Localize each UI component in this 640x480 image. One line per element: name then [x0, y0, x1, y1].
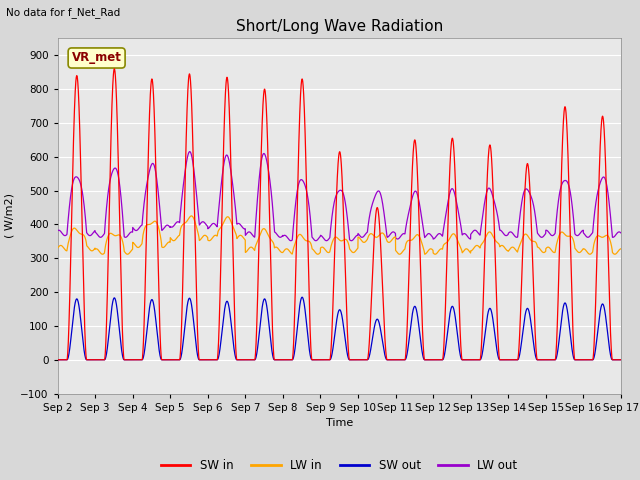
Text: VR_met: VR_met	[72, 51, 122, 64]
SW out	[54, 357, 61, 363]
SW out	[617, 357, 625, 363]
SW in	[111, 66, 118, 72]
LW out	[186, 149, 193, 155]
SW in	[155, 295, 163, 300]
SW out	[616, 357, 624, 363]
LW in	[586, 252, 594, 257]
SW in	[466, 357, 474, 363]
LW out	[616, 229, 624, 235]
Y-axis label: ( W/m2): ( W/m2)	[4, 193, 15, 239]
SW in	[616, 357, 624, 363]
LW in	[498, 242, 506, 248]
LW in	[435, 249, 442, 254]
LW out	[348, 238, 355, 243]
SW out	[435, 357, 442, 363]
SW in	[435, 357, 442, 363]
SW out	[319, 357, 326, 363]
Line: SW in: SW in	[58, 69, 621, 360]
LW in	[319, 244, 326, 250]
Line: SW out: SW out	[58, 297, 621, 360]
LW out	[155, 195, 163, 201]
LW in	[188, 213, 195, 219]
Legend: SW in, LW in, SW out, LW out: SW in, LW in, SW out, LW out	[156, 455, 522, 477]
LW in	[617, 246, 625, 252]
Text: No data for f_Net_Rad: No data for f_Net_Rad	[6, 7, 121, 18]
SW out	[155, 345, 163, 350]
Title: Short/Long Wave Radiation: Short/Long Wave Radiation	[236, 20, 443, 35]
LW out	[54, 228, 61, 233]
SW in	[319, 357, 326, 363]
LW out	[617, 230, 625, 236]
SW out	[298, 294, 306, 300]
Line: LW in: LW in	[58, 216, 621, 254]
LW out	[435, 231, 442, 237]
SW out	[498, 357, 506, 363]
LW out	[498, 228, 506, 234]
SW in	[498, 357, 506, 363]
SW out	[466, 357, 474, 363]
LW in	[466, 249, 474, 254]
LW out	[466, 236, 474, 241]
SW in	[54, 357, 61, 363]
LW in	[155, 226, 163, 231]
LW in	[54, 245, 61, 251]
X-axis label: Time: Time	[326, 418, 353, 428]
Line: LW out: LW out	[58, 152, 621, 240]
LW in	[616, 246, 624, 252]
SW in	[617, 357, 625, 363]
LW out	[319, 234, 326, 240]
